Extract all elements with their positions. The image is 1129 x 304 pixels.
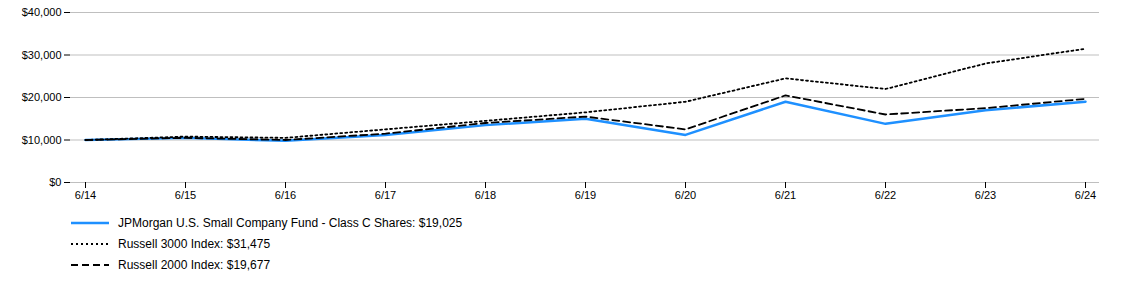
svg-text:6/16: 6/16 <box>275 189 296 201</box>
svg-text:6/14: 6/14 <box>75 189 96 201</box>
svg-text:6/18: 6/18 <box>475 189 496 201</box>
svg-text:$30,000: $30,000 <box>22 49 62 61</box>
svg-text:6/21: 6/21 <box>775 189 796 201</box>
html-text:JPMorgan U.S. Small Company Fu: JPMorgan U.S. Small Company Fund - Class… <box>118 216 463 230</box>
svg-text:6/23: 6/23 <box>975 189 996 201</box>
svg-text:$20,000: $20,000 <box>22 91 62 103</box>
svg-text:6/17: 6/17 <box>375 189 396 201</box>
svg-text:6/20: 6/20 <box>675 189 696 201</box>
svg-text:6/19: 6/19 <box>575 189 596 201</box>
svg-text:$40,000: $40,000 <box>22 6 62 18</box>
html-text:Russell 2000 Index: $19,677: Russell 2000 Index: $19,677 <box>118 258 271 272</box>
svg-text:6/24: 6/24 <box>1075 189 1096 201</box>
svg-text:$0: $0 <box>49 176 61 188</box>
svg-text:6/22: 6/22 <box>875 189 896 201</box>
svg-text:6/15: 6/15 <box>175 189 196 201</box>
svg-text:$10,000: $10,000 <box>22 134 62 146</box>
html-text:Russell 3000 Index: $31,475: Russell 3000 Index: $31,475 <box>118 237 271 251</box>
